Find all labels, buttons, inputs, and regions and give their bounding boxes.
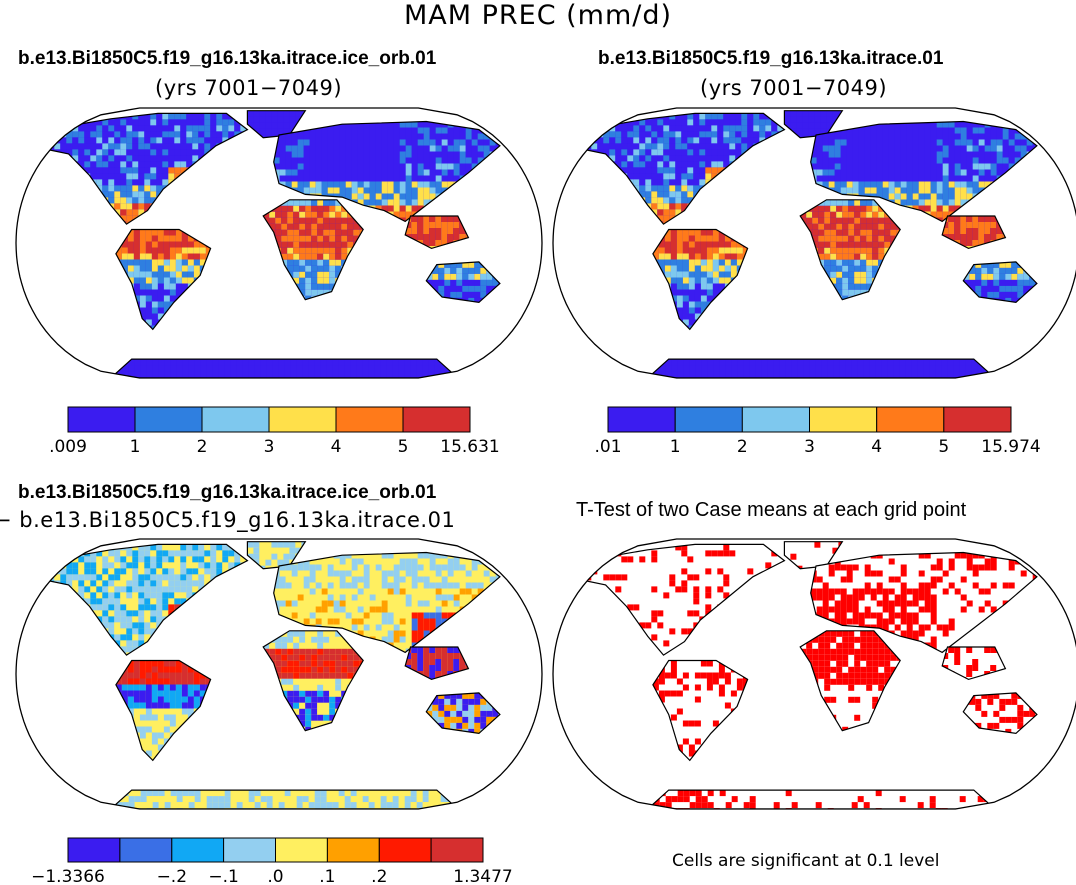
colorbar-tick-label: .01 [594, 437, 621, 457]
colorbar-swatch [67, 406, 136, 433]
colorbar-swatch [876, 406, 945, 433]
colorbar-swatch [134, 406, 203, 433]
coastline-australia [425, 261, 501, 304]
colorbar-tick-label: 1.3477 [453, 867, 512, 885]
map-bottom-right [552, 538, 1076, 810]
colorbar-swatch [119, 837, 173, 863]
coastline-australia [425, 692, 501, 735]
coastline-antarctica [109, 358, 460, 378]
colorbar-swatch [943, 406, 1012, 433]
coastline-australia [962, 261, 1038, 304]
coastline-africa [262, 199, 364, 301]
coastline-greenland [246, 110, 307, 139]
colorbar-tick-label: 5 [938, 437, 949, 457]
colorbar-tick-label: .0 [267, 867, 283, 885]
colorbar-swatch [223, 837, 277, 863]
colorbar-tick-label: 3 [804, 437, 815, 457]
colorbar-swatch [326, 837, 380, 863]
coastline-antarctica [109, 789, 460, 809]
land-namerica [579, 544, 785, 656]
colorbar-swatch [171, 837, 225, 863]
colorbar-swatch [67, 837, 121, 863]
colorbar-top-right: .01 1 2 3 4 5 15.974 [594, 406, 1041, 457]
coastline-greenland [246, 541, 307, 570]
coastline-australia [962, 692, 1038, 735]
panel-bl-subtitle: − b.e13.Bi1850C5.f19_g16.13ka.itrace.01 [0, 508, 456, 532]
colorbar-tick-label: 1 [670, 437, 681, 457]
map-outline [552, 107, 1076, 379]
colorbar-tick-label: .2 [371, 867, 387, 885]
colorbar-tick-label: 4 [331, 437, 342, 457]
map-outline [15, 107, 543, 379]
coastline-eurasia [810, 120, 1038, 223]
colorbar-tick-label: 2 [197, 437, 208, 457]
coastline-greenland [783, 541, 844, 570]
colorbar-tick-label: .009 [49, 437, 87, 457]
colorbar-tick-label: 15.974 [981, 437, 1040, 457]
colorbar-swatch [430, 837, 484, 863]
colorbar-swatch [275, 837, 328, 863]
coastline-samerica [115, 659, 212, 762]
colorbar-swatch [674, 406, 743, 433]
coastline-eurasia [273, 551, 501, 654]
map-outline [552, 538, 1076, 810]
colorbar-tick-label: 2 [737, 437, 748, 457]
coastline-samerica [652, 228, 749, 331]
coastline-eurasia [273, 120, 501, 223]
colorbar-tick-label: 3 [264, 437, 275, 457]
coastline-samerica [115, 228, 212, 331]
coastline-africa [262, 630, 364, 732]
panel-br-title: T-Test of two Case means at each grid po… [576, 499, 967, 521]
colorbar-tick-label: 4 [871, 437, 882, 457]
coastline-africa [799, 199, 901, 301]
colorbar-tick-label: 1 [130, 437, 141, 457]
main-title: MAM PREC (mm/d) [403, 0, 673, 31]
significance-note: Cells are significant at 0.1 level [672, 851, 940, 871]
panel-tl-subtitle: (yrs 7001−7049) [155, 76, 343, 100]
coastline-seasia [404, 646, 470, 681]
colorbar-swatch [335, 406, 404, 433]
colorbar-swatch [402, 406, 471, 433]
map-bottom-left [15, 538, 543, 810]
colorbar-tick-label: 15.631 [440, 437, 499, 457]
colorbar-swatch [201, 406, 270, 433]
colorbar-swatch [809, 406, 878, 433]
coastline-antarctica [646, 358, 997, 378]
colorbar-tick-label: −.2 [157, 867, 187, 885]
land-eurasia [810, 552, 1037, 653]
colorbar-swatch [378, 837, 432, 863]
coastline-antarctica [646, 789, 997, 809]
map-outline [15, 538, 543, 810]
colorbar-tick-label: .1 [319, 867, 335, 885]
colorbar-tick-label: 5 [398, 437, 409, 457]
coastline-samerica [652, 659, 749, 762]
panel-tl-title: b.e13.Bi1850C5.f19_g16.13ka.itrace.ice_o… [18, 48, 437, 69]
coastline-africa [799, 630, 901, 732]
panel-tr-title: b.e13.Bi1850C5.f19_g16.13ka.itrace.01 [598, 48, 944, 69]
coastline-seasia [941, 646, 1007, 681]
colorbar-bottom-left: −1.3366 −.2 −.1 .0 .1 .2 1.3477 [31, 837, 513, 885]
colorbar-tick-label: −.1 [208, 867, 238, 885]
land-antarctica [647, 790, 995, 809]
coastline-eurasia [810, 551, 1038, 654]
panel-tr-subtitle: (yrs 7001−7049) [700, 76, 888, 100]
map-top-left [15, 107, 543, 379]
coastline-seasia [404, 215, 470, 250]
colorbar-tick-label: −1.3366 [31, 867, 105, 885]
panel-bl-title: b.e13.Bi1850C5.f19_g16.13ka.itrace.ice_o… [18, 482, 437, 503]
colorbar-top-left: .009 1 2 3 4 5 15.631 [49, 406, 500, 457]
coastline-seasia [941, 215, 1007, 250]
coastline-greenland [783, 110, 844, 139]
colorbar-swatch [607, 406, 676, 433]
map-top-right [552, 107, 1076, 379]
colorbar-swatch [268, 406, 337, 433]
land-greenland [784, 541, 843, 569]
colorbar-swatch [741, 406, 810, 433]
